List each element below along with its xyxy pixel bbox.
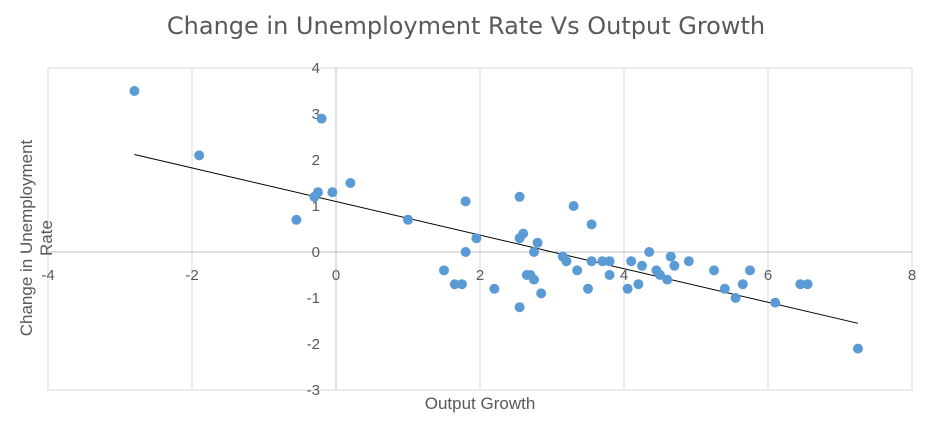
data-point bbox=[439, 265, 449, 276]
data-point bbox=[460, 247, 471, 257]
axes bbox=[48, 68, 912, 390]
data-point bbox=[709, 265, 719, 276]
data-point bbox=[536, 288, 547, 299]
data-point bbox=[662, 274, 673, 285]
data-point bbox=[604, 270, 615, 280]
y-tick-label: -1 bbox=[307, 290, 320, 307]
data-point bbox=[345, 178, 356, 188]
data-point bbox=[449, 279, 460, 290]
data-point bbox=[795, 279, 806, 290]
data-point bbox=[460, 196, 471, 207]
data-point bbox=[403, 214, 413, 225]
data-point bbox=[532, 237, 543, 248]
data-point bbox=[561, 256, 572, 267]
data-point bbox=[637, 260, 647, 271]
data-point bbox=[730, 293, 741, 303]
data-point bbox=[514, 191, 525, 202]
data-point bbox=[597, 256, 608, 267]
data-point bbox=[669, 260, 680, 271]
data-point bbox=[622, 283, 633, 294]
x-tick-label: 4 bbox=[620, 267, 628, 284]
data-point bbox=[309, 191, 320, 202]
data-points bbox=[129, 86, 863, 354]
data-point bbox=[529, 274, 539, 285]
data-point bbox=[489, 283, 500, 294]
x-tick-label: 2 bbox=[476, 267, 484, 284]
x-tick-label: -4 bbox=[41, 267, 54, 284]
data-point bbox=[745, 265, 755, 276]
data-point bbox=[129, 86, 140, 96]
data-point bbox=[665, 251, 676, 262]
data-point bbox=[719, 283, 730, 294]
data-point bbox=[586, 219, 597, 230]
data-point bbox=[194, 150, 205, 161]
y-axis-label: Change in Unemployment Rate bbox=[17, 139, 56, 337]
data-point bbox=[514, 302, 525, 313]
y-tick-label: 2 bbox=[312, 152, 320, 169]
y-tick-label: 1 bbox=[312, 198, 320, 215]
y-tick-label: 3 bbox=[312, 106, 320, 123]
data-point bbox=[327, 187, 338, 198]
data-point bbox=[604, 256, 615, 267]
data-point bbox=[316, 113, 327, 124]
x-tick-label: 0 bbox=[332, 267, 340, 284]
data-point bbox=[471, 233, 482, 244]
x-tick-label: 6 bbox=[764, 267, 772, 284]
tick-labels: -4 -2 0 2 4 6 8 -3 -2 -1 0 1 2 3 4 bbox=[41, 60, 916, 399]
trendline bbox=[134, 153, 859, 324]
y-tick-label: -2 bbox=[307, 336, 320, 353]
x-tick-label: 8 bbox=[908, 267, 916, 284]
x-axis-label: Output Growth bbox=[424, 394, 536, 413]
data-point bbox=[626, 256, 637, 267]
data-point bbox=[802, 279, 813, 290]
y-tick-label: 0 bbox=[312, 244, 320, 261]
data-point bbox=[514, 233, 525, 244]
data-point bbox=[737, 279, 748, 290]
data-point bbox=[291, 214, 302, 225]
y-tick-label: -3 bbox=[307, 382, 320, 399]
data-point bbox=[568, 201, 579, 211]
data-point bbox=[770, 297, 781, 308]
data-point bbox=[572, 265, 583, 276]
data-point bbox=[655, 270, 665, 280]
data-point bbox=[853, 343, 863, 354]
data-point bbox=[583, 283, 593, 294]
x-tick-label: -2 bbox=[185, 267, 198, 284]
data-point bbox=[457, 279, 467, 290]
data-point bbox=[644, 247, 655, 257]
chart-title: Change in Unemployment Rate Vs Output Gr… bbox=[166, 12, 766, 40]
data-point bbox=[586, 256, 597, 267]
data-point bbox=[529, 247, 539, 257]
data-point bbox=[683, 256, 694, 267]
data-point bbox=[633, 279, 644, 290]
y-tick-label: 4 bbox=[312, 60, 320, 77]
trendline-layer bbox=[134, 153, 859, 324]
grid-lines bbox=[191, 68, 769, 390]
